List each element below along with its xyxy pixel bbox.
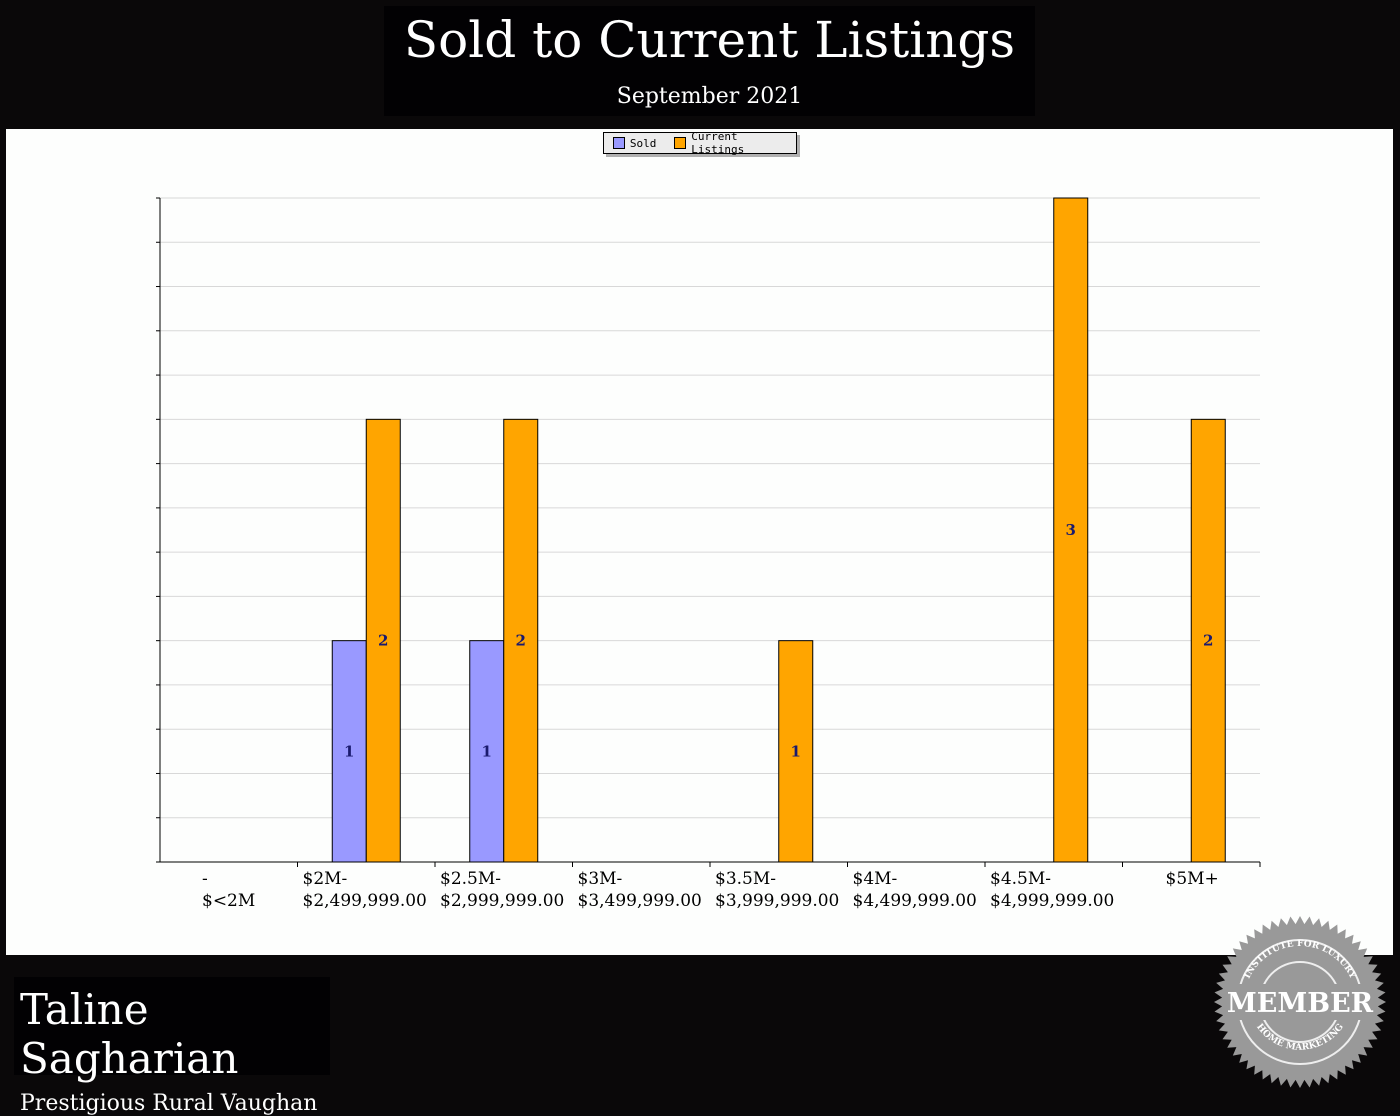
area-name: Prestigious Rural Vaughan [20, 1091, 318, 1116]
x-tick-label: $2M-$2,499,999.00 [303, 869, 427, 911]
data-label: 1 [482, 742, 492, 760]
legend-swatch-current [674, 137, 687, 149]
legend-swatch-sold [613, 137, 625, 149]
data-label: 2 [378, 632, 388, 650]
data-label: 2 [516, 632, 526, 650]
bar-current-listings [778, 640, 814, 863]
x-tick-label: $3M-$3,499,999.00 [578, 869, 702, 911]
bar-current-listings [503, 418, 539, 863]
agent-card: Taline Sagharian Prestigious Rural Vaugh… [14, 977, 330, 1116]
chart-subtitle: September 2021 [616, 84, 803, 109]
chart-title: Sold to Current Listings [403, 11, 1016, 69]
x-tick-label: $4.5M-$4,999,999.00 [990, 869, 1114, 911]
x-tick-label: $5M+ [1166, 869, 1219, 889]
data-label: 3 [1066, 521, 1076, 539]
data-label: 1 [344, 742, 354, 760]
svg-text:MEMBER: MEMBER [1227, 988, 1374, 1019]
legend: Sold Current Listings [603, 130, 797, 156]
bar-current-listings [1190, 418, 1226, 863]
bar-current-listings [1053, 197, 1089, 863]
chart-header: Sold to Current Listings September 2021 [384, 6, 1035, 116]
member-badge-logo: MEMBER INSTITUTE FOR LUXURY HOME MARKETI… [1214, 916, 1386, 1088]
x-tick-label: $3.5M-$3,999,999.00 [715, 869, 839, 911]
x-tick-label: $2.5M-$2,999,999.00 [440, 869, 564, 911]
x-tick-label: -$<2M [202, 869, 255, 911]
legend-label-current: Current Listings [691, 130, 745, 156]
legend-label-sold: Sold [629, 136, 657, 150]
bar-current-listings [365, 418, 401, 863]
data-label: 1 [791, 742, 801, 760]
agent-name: Taline Sagharian [20, 985, 239, 1083]
x-tick-label: $4M-$4,499,999.00 [853, 869, 977, 911]
data-label: 2 [1203, 632, 1213, 650]
